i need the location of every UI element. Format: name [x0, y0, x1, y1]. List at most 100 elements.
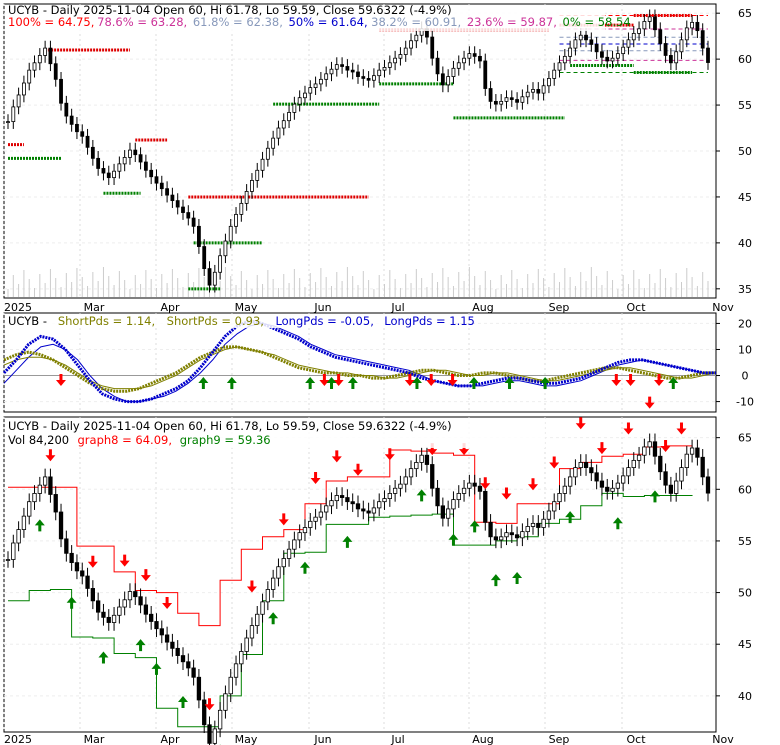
- candle-body: [265, 147, 270, 160]
- buy-arrow: [411, 377, 422, 389]
- candle-body: [345, 497, 350, 503]
- legend-entry: 38.2% = 60.91,: [371, 15, 461, 29]
- sell-arrow: [654, 374, 665, 386]
- sell-arrow: [140, 569, 151, 582]
- candle-body: [5, 559, 11, 561]
- x-tick-label: Mar: [84, 733, 105, 745]
- y-tick-label: 40: [738, 237, 752, 250]
- candle-body: [350, 501, 355, 505]
- candle-body: [37, 55, 42, 64]
- candle-body: [207, 724, 212, 744]
- candle-body: [164, 634, 170, 643]
- candle-body: [536, 89, 541, 94]
- buy-arrow: [305, 377, 316, 389]
- candle-body: [689, 447, 695, 455]
- candle-body: [499, 536, 504, 541]
- y-tick-label: -10: [736, 396, 754, 409]
- sell-arrow: [676, 422, 687, 435]
- candle-body: [250, 179, 254, 192]
- buy-arrow: [326, 377, 337, 389]
- candle-body: [21, 515, 27, 530]
- sell-arrow: [310, 472, 321, 485]
- candle-body: [212, 728, 217, 744]
- candle-body: [260, 158, 265, 171]
- candle-body: [228, 225, 233, 242]
- candle-body: [138, 154, 143, 163]
- buy-arrow: [34, 519, 45, 532]
- candle-body: [589, 467, 594, 474]
- sell-arrow: [660, 440, 671, 453]
- x-tick-label: Mar: [84, 301, 105, 314]
- legend-entry: Vol 84,200: [8, 433, 69, 447]
- legend-backdrop: [5, 5, 605, 31]
- candle-body: [472, 482, 477, 487]
- legend-entry: 100% = 64.75,: [8, 15, 94, 29]
- graph9-support-line: [8, 492, 693, 728]
- x-tick-label: Jun: [313, 733, 331, 745]
- candle-body: [382, 66, 387, 71]
- sell-arrow: [480, 477, 491, 490]
- candle-body: [186, 212, 191, 219]
- candle-body: [292, 103, 297, 113]
- candle-body: [371, 507, 377, 514]
- candle-body: [154, 621, 159, 630]
- candle-body: [366, 78, 371, 81]
- candle-body: [695, 21, 700, 32]
- sell-arrow: [331, 450, 342, 463]
- y-tick-label: 45: [738, 191, 752, 204]
- candle-body: [531, 89, 535, 93]
- candle-body: [488, 521, 493, 538]
- legend-entry: 78.6% = 63.28,: [97, 15, 187, 29]
- candle-body: [6, 121, 10, 123]
- candle-body: [356, 71, 360, 77]
- candle-body: [700, 30, 705, 49]
- candle-body: [705, 476, 711, 494]
- x-tick-label: Jul: [390, 733, 404, 745]
- candle-body: [53, 63, 58, 80]
- x-tick-label: Sep: [549, 733, 570, 745]
- y-tick-label: 50: [738, 145, 752, 158]
- candle-body: [446, 508, 451, 519]
- buy-arrow: [649, 490, 660, 503]
- candle-body: [409, 40, 413, 49]
- candle-body: [101, 611, 106, 618]
- candle-body: [202, 699, 207, 726]
- candle-body: [48, 476, 53, 495]
- candle-body: [377, 501, 382, 509]
- candle-body: [568, 47, 573, 57]
- candle-body: [180, 655, 186, 663]
- candle-body: [16, 529, 21, 544]
- legend-entry: ShortPds = 0.93,: [167, 314, 264, 328]
- candle-body: [520, 531, 525, 539]
- candle-body: [605, 56, 610, 62]
- candle-body: [668, 55, 673, 64]
- candle-body: [456, 62, 461, 69]
- candle-body: [228, 676, 233, 695]
- candle-body: [467, 482, 472, 489]
- candle-body: [202, 246, 207, 270]
- candle-body: [653, 16, 657, 31]
- candle-body: [663, 471, 668, 486]
- candle-body: [302, 527, 308, 534]
- buy-arrow: [342, 535, 353, 548]
- candle-body: [462, 57, 466, 64]
- sell-arrow: [119, 554, 130, 567]
- candle-body: [392, 487, 398, 494]
- candle-body: [594, 472, 599, 482]
- sell-arrow: [528, 478, 538, 491]
- candle-body: [403, 47, 408, 55]
- sell-arrow: [447, 374, 458, 386]
- candle-body: [271, 577, 276, 590]
- candle-body: [53, 494, 58, 513]
- candle-body: [488, 88, 493, 102]
- sell-arrow: [501, 487, 512, 500]
- candle-body: [393, 57, 398, 64]
- candle-body: [324, 73, 329, 80]
- candle-body: [631, 33, 636, 41]
- candle-body: [90, 588, 95, 602]
- y-tick-label: 10: [738, 343, 752, 356]
- sell-arrow: [278, 513, 289, 526]
- candle-body: [377, 69, 382, 77]
- candle-body: [37, 484, 42, 494]
- candle-body: [281, 120, 286, 129]
